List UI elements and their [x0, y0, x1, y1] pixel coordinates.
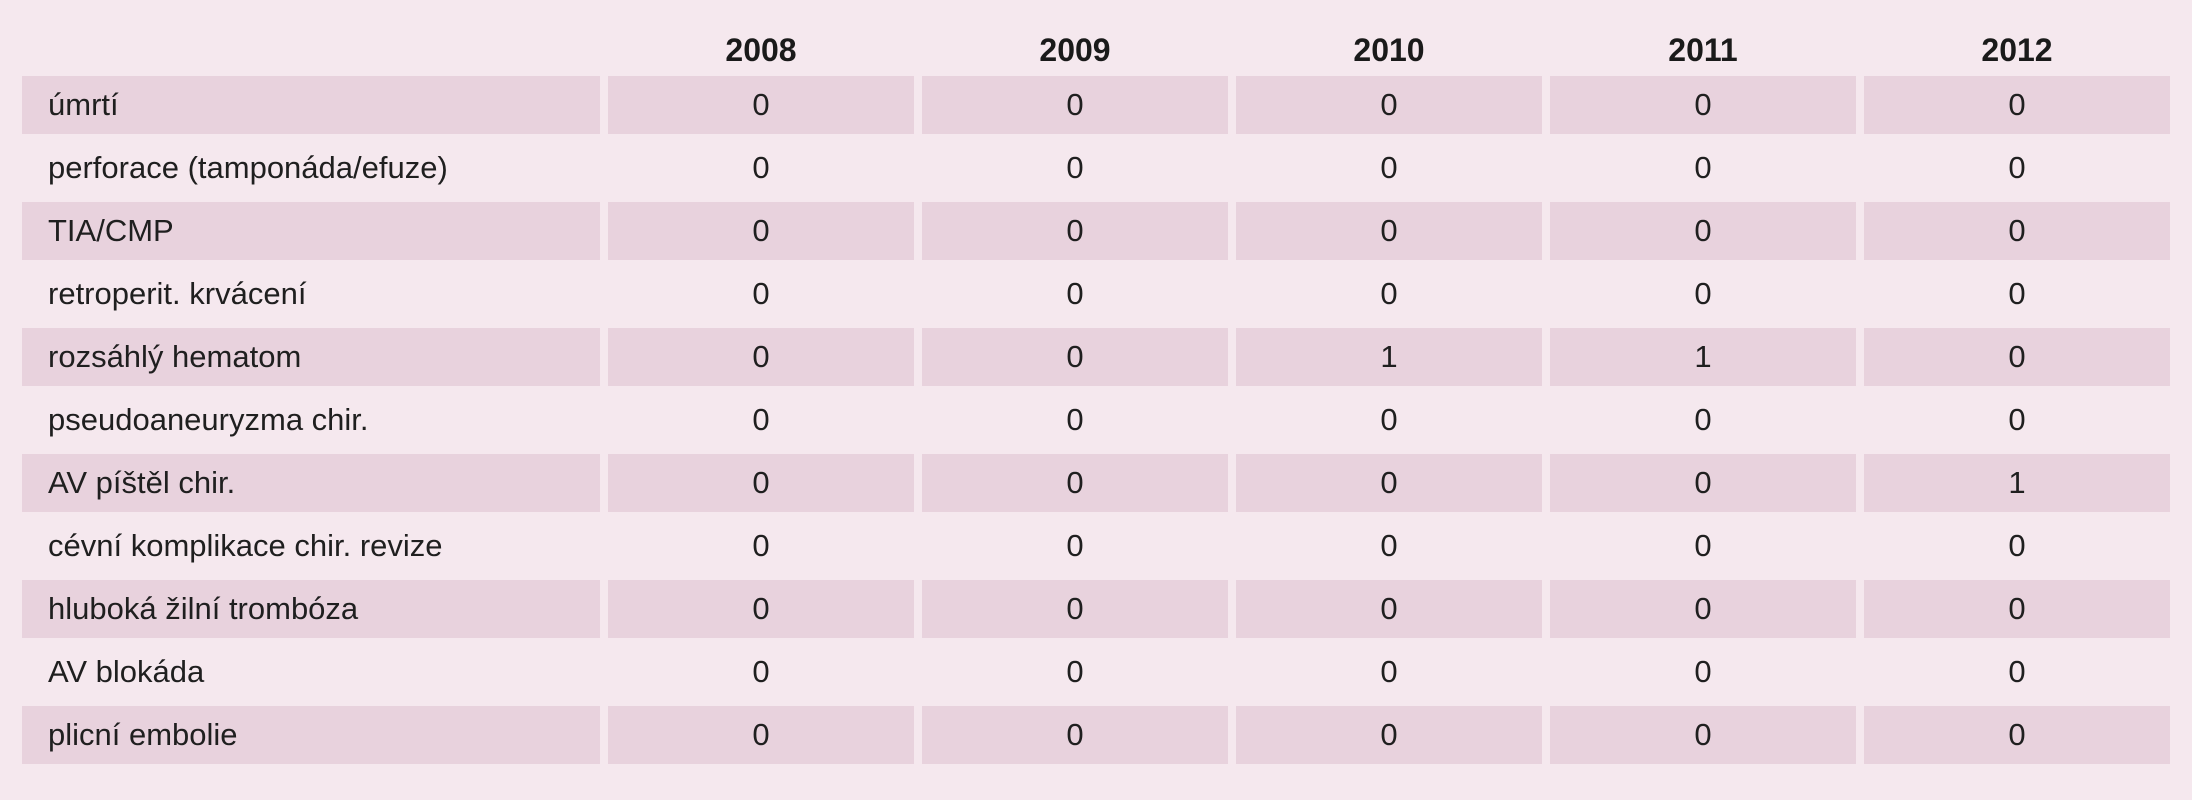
header-cell-year: 2011 [1668, 32, 1738, 68]
table-cell: 0 [2008, 150, 2026, 185]
table-row: perforace (tamponáda/efuze) 0 0 0 0 0 [22, 139, 2170, 197]
table-cell: 0 [1380, 654, 1398, 689]
table-cell: 0 [922, 580, 1228, 638]
table-cell: 0 [1694, 150, 1712, 185]
table-cell: 0 [2008, 528, 2026, 563]
table-cell: 0 [922, 706, 1228, 764]
table-cell: 0 [922, 454, 1228, 512]
table-cell: 0 [1550, 454, 1856, 512]
table-row: AV blokáda 0 0 0 0 0 [22, 643, 2170, 701]
table-row: pseudoaneuryzma chir. 0 0 0 0 0 [22, 391, 2170, 449]
table-cell: 0 [2008, 402, 2026, 437]
table-row: AV píštěl chir. 0 0 0 0 1 [22, 454, 2170, 512]
table-cell: 0 [2008, 276, 2026, 311]
row-label: plicní embolie [22, 706, 600, 764]
table-cell: 0 [1236, 580, 1542, 638]
table-cell: 0 [1864, 76, 2170, 134]
table-cell: 0 [1550, 202, 1856, 260]
table-cell: 0 [1864, 202, 2170, 260]
header-row: 2008 2009 2010 2011 2012 [22, 17, 2170, 71]
table-cell: 0 [752, 528, 770, 563]
row-label: TIA/CMP [22, 202, 600, 260]
table-cell: 0 [2008, 654, 2026, 689]
header-cell-label [22, 17, 600, 71]
header-cell-year: 2009 [1039, 32, 1111, 68]
table-cell: 1 [1550, 328, 1856, 386]
complications-table: 2008 2009 2010 2011 2012 úmrtí 0 0 0 0 0… [14, 12, 2178, 769]
table-cell: 0 [1066, 654, 1084, 689]
table-cell: 0 [922, 328, 1228, 386]
table-row: plicní embolie 0 0 0 0 0 [22, 706, 2170, 764]
table-cell: 0 [752, 150, 770, 185]
table-cell: 0 [1236, 76, 1542, 134]
row-label: AV blokáda [48, 654, 205, 689]
table-cell: 0 [1380, 276, 1398, 311]
table-cell: 0 [752, 402, 770, 437]
table-row: úmrtí 0 0 0 0 0 [22, 76, 2170, 134]
table-cell: 0 [1380, 528, 1398, 563]
table-cell: 0 [608, 706, 914, 764]
table-row: TIA/CMP 0 0 0 0 0 [22, 202, 2170, 260]
row-label: AV píštěl chir. [22, 454, 600, 512]
table-row: cévní komplikace chir. revize 0 0 0 0 0 [22, 517, 2170, 575]
row-label: cévní komplikace chir. revize [48, 528, 443, 563]
table-cell: 0 [752, 654, 770, 689]
table-cell: 0 [752, 276, 770, 311]
table-cell: 0 [1864, 580, 2170, 638]
table-cell: 0 [1236, 706, 1542, 764]
table-cell: 0 [1694, 276, 1712, 311]
table-cell: 0 [1694, 402, 1712, 437]
table-cell: 0 [1550, 706, 1856, 764]
table-cell: 0 [1550, 580, 1856, 638]
table-cell: 0 [1694, 528, 1712, 563]
table-cell: 0 [608, 580, 914, 638]
table-cell: 0 [922, 76, 1228, 134]
header-cell-year: 2012 [1981, 32, 2053, 68]
row-label: rozsáhlý hematom [22, 328, 600, 386]
table-cell: 1 [1236, 328, 1542, 386]
table-cell: 0 [608, 76, 914, 134]
row-label: úmrtí [22, 76, 600, 134]
table-cell: 0 [1380, 402, 1398, 437]
row-label: hluboká žilní trombóza [22, 580, 600, 638]
table-cell: 0 [1380, 150, 1398, 185]
table-cell: 0 [1550, 76, 1856, 134]
table-cell: 0 [1236, 202, 1542, 260]
table-cell: 0 [1066, 150, 1084, 185]
table-row: rozsáhlý hematom 0 0 1 1 0 [22, 328, 2170, 386]
header-cell-year: 2010 [1353, 32, 1425, 68]
table-cell: 0 [608, 202, 914, 260]
row-label: perforace (tamponáda/efuze) [48, 150, 448, 185]
table-cell: 0 [608, 454, 914, 512]
table-cell: 0 [1694, 654, 1712, 689]
table-cell: 0 [1236, 454, 1542, 512]
table-cell: 0 [1864, 706, 2170, 764]
table-cell: 0 [608, 328, 914, 386]
header-cell-year: 2008 [725, 32, 797, 68]
table-cell: 0 [1066, 276, 1084, 311]
table-cell: 0 [922, 202, 1228, 260]
table-cell: 0 [1864, 328, 2170, 386]
table-cell: 0 [1066, 402, 1084, 437]
table-row: hluboká žilní trombóza 0 0 0 0 0 [22, 580, 2170, 638]
row-label: retroperit. krvácení [48, 276, 307, 311]
row-label: pseudoaneuryzma chir. [48, 402, 369, 437]
table-row: retroperit. krvácení 0 0 0 0 0 [22, 265, 2170, 323]
table-cell: 0 [1066, 528, 1084, 563]
table-cell: 1 [1864, 454, 2170, 512]
